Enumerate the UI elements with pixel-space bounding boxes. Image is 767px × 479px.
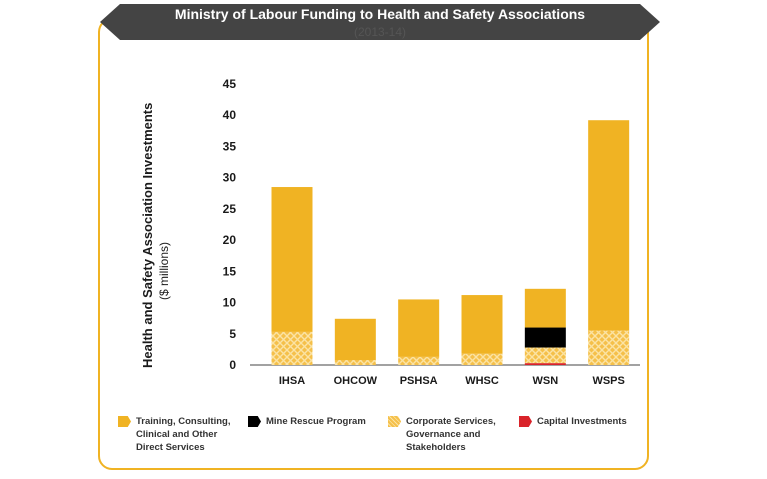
bar-segment-wsn-capital bbox=[524, 363, 566, 365]
title-banner bbox=[100, 4, 660, 40]
bar-segment-wsn-corporate bbox=[524, 347, 566, 364]
bar-segment-whsc-corporate bbox=[461, 353, 503, 365]
y-tick-label: 0 bbox=[229, 358, 236, 372]
y-tick-label: 10 bbox=[223, 296, 237, 310]
y-tick-label: 45 bbox=[223, 77, 237, 91]
legend-label-line: Mine Rescue Program bbox=[266, 416, 366, 427]
y-tick-label: 35 bbox=[223, 139, 237, 153]
legend-label-line: Direct Services bbox=[136, 442, 205, 453]
legend-label: Training, Consulting, Clinical and Other D… bbox=[136, 415, 230, 454]
x-tick-label: WSN bbox=[532, 375, 558, 387]
legend-label-line: Capital Investments bbox=[537, 416, 627, 427]
bar-segment-whsc-training bbox=[461, 295, 503, 354]
bar-segment-pshsa-corporate bbox=[398, 356, 440, 365]
x-tick-label: PSHSA bbox=[400, 375, 438, 387]
training-swatch-icon bbox=[118, 416, 131, 427]
x-tick-label: WSPS bbox=[592, 375, 624, 387]
legend-label-line: Stakeholders bbox=[406, 442, 466, 453]
x-tick-label: IHSA bbox=[279, 375, 305, 387]
legend-label-line: Governance and bbox=[406, 429, 481, 440]
bar-segment-wsps-corporate bbox=[588, 330, 630, 365]
y-tick-label: 40 bbox=[223, 108, 237, 122]
mine-rescue-swatch-icon bbox=[248, 416, 261, 427]
bar-segment-wsps-training bbox=[588, 120, 630, 331]
y-axis-unit-label: ($ millions) bbox=[157, 241, 171, 300]
chart-title: Ministry of Labour Funding to Health and… bbox=[174, 6, 586, 22]
y-tick-label: 15 bbox=[223, 264, 237, 278]
legend-label-line: Corporate Services, bbox=[406, 416, 496, 427]
bar-segment-ohcow-corporate bbox=[334, 360, 376, 365]
y-tick-label: 30 bbox=[223, 171, 237, 185]
bar-segment-ihsa-training bbox=[271, 187, 313, 332]
x-tick-label: OHCOW bbox=[334, 375, 378, 387]
bar-segment-wsn-mine bbox=[524, 327, 566, 348]
legend-label-line: Clinical and Other bbox=[136, 429, 218, 440]
bar-segment-wsn-training bbox=[524, 288, 566, 328]
y-tick-label: 20 bbox=[223, 233, 237, 247]
x-tick-label: WHSC bbox=[465, 375, 499, 387]
bar-segment-pshsa-training bbox=[398, 299, 440, 357]
y-axis-label: Health and Safety Association Investment… bbox=[140, 102, 155, 368]
legend-label: Mine Rescue Program bbox=[266, 415, 366, 428]
bar-segment-ihsa-corporate bbox=[271, 331, 313, 365]
legend-label: Capital Investments bbox=[537, 415, 627, 428]
y-tick-label: 25 bbox=[223, 202, 237, 216]
corporate-swatch-icon bbox=[388, 416, 401, 427]
legend-label-line: Training, Consulting, bbox=[136, 416, 231, 427]
bar-segment-ohcow-training bbox=[334, 318, 376, 361]
legend-label: Corporate Services, Governance and Stakeho… bbox=[406, 415, 496, 454]
capital-swatch-icon bbox=[519, 416, 532, 427]
chart-subtitle: (2013-14) bbox=[353, 25, 407, 39]
y-tick-label: 5 bbox=[229, 327, 236, 341]
